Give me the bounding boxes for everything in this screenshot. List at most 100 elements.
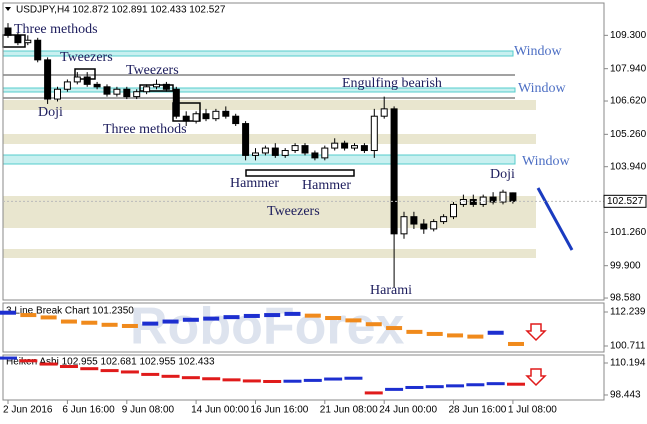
candle-body: [430, 221, 438, 230]
brick: [365, 322, 382, 327]
annotation: Tweezers: [126, 63, 179, 78]
ha-bar: [141, 372, 160, 376]
annotation: Tweezers: [60, 50, 113, 65]
brick: [182, 317, 199, 322]
ha-bar: [283, 379, 302, 383]
y-tick-label: 101.260: [610, 227, 647, 238]
candle-body: [202, 113, 210, 120]
candle-body: [311, 152, 319, 159]
y-tick-label: 109.300: [610, 30, 647, 41]
x-tick-label: 28 Jun 16:00: [449, 405, 507, 416]
brick: [345, 318, 362, 323]
down-arrow: [525, 323, 547, 342]
candle-body: [162, 83, 170, 90]
brick: [81, 320, 98, 325]
ha-bar: [385, 387, 404, 391]
brick: [447, 333, 464, 338]
brick: [386, 326, 403, 331]
brick: [426, 331, 443, 336]
ha-bar: [0, 356, 17, 360]
y-tick-label: 98.443: [610, 390, 641, 401]
candle-body: [370, 115, 378, 152]
ha-bar: [507, 382, 525, 386]
y-tick-label: 112.239: [610, 307, 646, 318]
candle-body: [103, 86, 111, 95]
candle-body: [44, 59, 52, 100]
candle-body: [123, 88, 131, 98]
candle-body: [54, 88, 61, 100]
candle-body: [341, 142, 349, 149]
annotation: Engulfing bearish: [342, 76, 442, 91]
y-tick-label: 105.260: [610, 129, 647, 140]
candle-body: [212, 110, 220, 120]
candle-body: [360, 145, 368, 152]
candle-body: [192, 113, 200, 122]
candle-body: [14, 34, 22, 44]
sub-panel: [2, 302, 605, 353]
ha-bar: [39, 362, 58, 366]
brick: [284, 311, 301, 316]
candle-body: [63, 81, 71, 90]
candle-body: [281, 150, 289, 156]
y-tick-label: 107.940: [610, 63, 647, 74]
down-arrow: [525, 368, 547, 387]
annotation: Doji: [38, 105, 63, 120]
ha-bar: [303, 378, 322, 382]
candle-body: [351, 145, 358, 149]
brick: [203, 316, 220, 321]
candle-body: [133, 91, 141, 98]
candle-body: [469, 199, 477, 205]
brick: [243, 313, 260, 318]
candle-body: [459, 199, 467, 205]
candle-body: [4, 27, 12, 36]
brick: [508, 341, 524, 346]
annotation: Window: [522, 154, 571, 169]
candle-body: [420, 223, 428, 230]
sub-panel: [2, 354, 605, 401]
annotation: Harami: [370, 283, 412, 298]
y-tick-label: 99.900: [610, 260, 641, 271]
window-zone: [2, 154, 516, 165]
candle-body: [83, 76, 91, 85]
candle-body: [390, 108, 398, 235]
brick: [142, 321, 159, 326]
candle-body: [321, 147, 329, 159]
ha-bar: [446, 384, 465, 388]
candle-body: [400, 216, 408, 235]
pattern-box: [245, 169, 355, 177]
candle-body: [450, 203, 457, 218]
ha-bar: [59, 365, 78, 369]
ha-bar: [405, 385, 424, 389]
annotation: Three methods: [14, 22, 98, 37]
candle-body: [301, 145, 309, 154]
candle-body: [252, 152, 259, 156]
annotation: Three methods: [103, 122, 187, 137]
brick: [223, 315, 240, 320]
brick: [162, 319, 179, 324]
brick: [101, 322, 118, 327]
ha-bar: [181, 376, 200, 380]
ha-bar: [19, 359, 38, 363]
candle-body: [182, 115, 190, 122]
x-tick-label: 24 Jun 00:00: [379, 405, 437, 416]
x-tick-label: 1 Jul 08:00: [508, 405, 557, 416]
candle-body: [499, 191, 507, 203]
candle-body: [73, 76, 81, 83]
ha-bar: [486, 382, 505, 386]
price-box: [603, 194, 647, 208]
sub-title: Heiken Ashi 102.955 102.681 102.955 102.…: [6, 357, 215, 368]
brick: [121, 323, 138, 328]
x-tick-label: 6 Jun 16:00: [62, 405, 115, 416]
y-tick-label: 110.194: [610, 358, 646, 369]
menu-arrow[interactable]: [5, 7, 11, 11]
annotation: Hammer: [302, 178, 351, 193]
candle-body: [113, 88, 121, 95]
x-tick-label: 14 Jun 00:00: [191, 405, 249, 416]
brick: [467, 334, 484, 339]
candle-body: [222, 110, 230, 117]
ha-bar: [161, 374, 180, 378]
chart-title: USDJPY,H4 102.872 102.891 102.433 102.52…: [16, 5, 226, 16]
price-label: 102.527: [607, 196, 644, 207]
ha-bar: [222, 378, 241, 382]
ha-bar: [242, 379, 261, 383]
